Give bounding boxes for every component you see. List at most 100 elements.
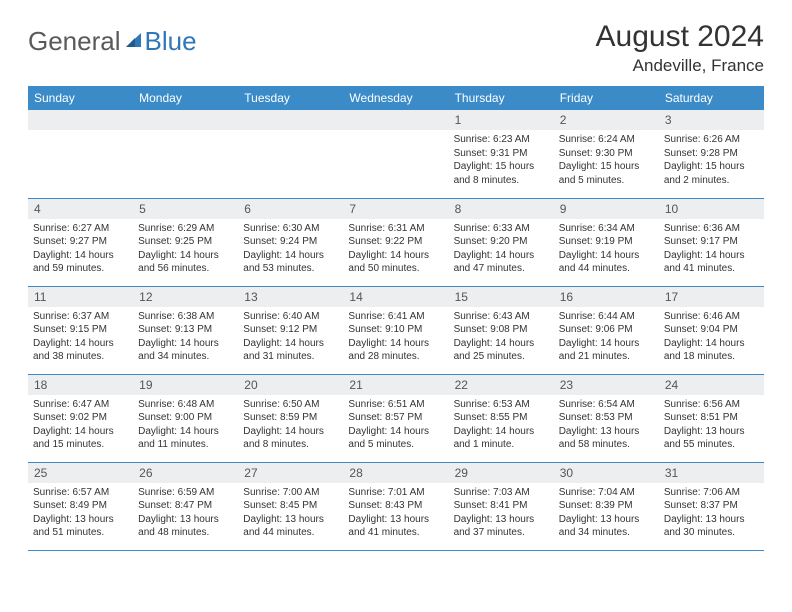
- day-number: 16: [554, 287, 659, 307]
- day-details: Sunrise: 6:38 AMSunset: 9:13 PMDaylight:…: [133, 307, 238, 369]
- day-number: 7: [343, 199, 448, 219]
- dow-header: Friday: [554, 86, 659, 110]
- sunset-text: Sunset: 8:55 PM: [454, 411, 549, 425]
- day-cell: 2Sunrise: 6:24 AMSunset: 9:30 PMDaylight…: [554, 110, 659, 198]
- day-cell: 31Sunrise: 7:06 AMSunset: 8:37 PMDayligh…: [659, 462, 764, 550]
- day-cell: 19Sunrise: 6:48 AMSunset: 9:00 PMDayligh…: [133, 374, 238, 462]
- daylight-text: Daylight: 13 hours and 37 minutes.: [454, 513, 549, 540]
- day-number: 9: [554, 199, 659, 219]
- day-number: 25: [28, 463, 133, 483]
- day-number: 13: [238, 287, 343, 307]
- sunrise-text: Sunrise: 7:06 AM: [664, 486, 759, 500]
- daylight-text: Daylight: 14 hours and 8 minutes.: [243, 425, 338, 452]
- sunset-text: Sunset: 9:15 PM: [33, 323, 128, 337]
- day-cell: 20Sunrise: 6:50 AMSunset: 8:59 PMDayligh…: [238, 374, 343, 462]
- day-details: Sunrise: 6:26 AMSunset: 9:28 PMDaylight:…: [659, 130, 764, 192]
- day-details: Sunrise: 6:48 AMSunset: 9:00 PMDaylight:…: [133, 395, 238, 457]
- day-cell: 28Sunrise: 7:01 AMSunset: 8:43 PMDayligh…: [343, 462, 448, 550]
- day-cell: [343, 110, 448, 198]
- day-details: Sunrise: 6:54 AMSunset: 8:53 PMDaylight:…: [554, 395, 659, 457]
- day-details: Sunrise: 6:40 AMSunset: 9:12 PMDaylight:…: [238, 307, 343, 369]
- sunrise-text: Sunrise: 7:00 AM: [243, 486, 338, 500]
- day-cell: 3Sunrise: 6:26 AMSunset: 9:28 PMDaylight…: [659, 110, 764, 198]
- day-cell: 7Sunrise: 6:31 AMSunset: 9:22 PMDaylight…: [343, 198, 448, 286]
- sunrise-text: Sunrise: 6:46 AM: [664, 310, 759, 324]
- sunset-text: Sunset: 9:02 PM: [33, 411, 128, 425]
- sunset-text: Sunset: 9:00 PM: [138, 411, 233, 425]
- day-cell: 26Sunrise: 6:59 AMSunset: 8:47 PMDayligh…: [133, 462, 238, 550]
- daylight-text: Daylight: 15 hours and 5 minutes.: [559, 160, 654, 187]
- daylight-text: Daylight: 14 hours and 56 minutes.: [138, 249, 233, 276]
- sunrise-text: Sunrise: 6:48 AM: [138, 398, 233, 412]
- sunset-text: Sunset: 9:04 PM: [664, 323, 759, 337]
- day-details: Sunrise: 7:06 AMSunset: 8:37 PMDaylight:…: [659, 483, 764, 545]
- day-number: [238, 110, 343, 130]
- daylight-text: Daylight: 14 hours and 18 minutes.: [664, 337, 759, 364]
- sunset-text: Sunset: 9:31 PM: [454, 147, 549, 161]
- day-cell: 11Sunrise: 6:37 AMSunset: 9:15 PMDayligh…: [28, 286, 133, 374]
- sunset-text: Sunset: 8:49 PM: [33, 499, 128, 513]
- day-details: Sunrise: 6:51 AMSunset: 8:57 PMDaylight:…: [343, 395, 448, 457]
- sunset-text: Sunset: 9:22 PM: [348, 235, 443, 249]
- daylight-text: Daylight: 14 hours and 31 minutes.: [243, 337, 338, 364]
- day-details: Sunrise: 7:03 AMSunset: 8:41 PMDaylight:…: [449, 483, 554, 545]
- brand-part1: General: [28, 26, 121, 57]
- calendar-table: SundayMondayTuesdayWednesdayThursdayFrid…: [28, 86, 764, 551]
- day-number: 4: [28, 199, 133, 219]
- brand-part2: Blue: [145, 26, 197, 57]
- day-cell: 30Sunrise: 7:04 AMSunset: 8:39 PMDayligh…: [554, 462, 659, 550]
- day-cell: 10Sunrise: 6:36 AMSunset: 9:17 PMDayligh…: [659, 198, 764, 286]
- sunset-text: Sunset: 9:30 PM: [559, 147, 654, 161]
- daylight-text: Daylight: 14 hours and 28 minutes.: [348, 337, 443, 364]
- daylight-text: Daylight: 13 hours and 48 minutes.: [138, 513, 233, 540]
- day-cell: 18Sunrise: 6:47 AMSunset: 9:02 PMDayligh…: [28, 374, 133, 462]
- day-cell: 25Sunrise: 6:57 AMSunset: 8:49 PMDayligh…: [28, 462, 133, 550]
- day-number: 3: [659, 110, 764, 130]
- day-cell: 9Sunrise: 6:34 AMSunset: 9:19 PMDaylight…: [554, 198, 659, 286]
- day-number: 29: [449, 463, 554, 483]
- daylight-text: Daylight: 13 hours and 58 minutes.: [559, 425, 654, 452]
- sunrise-text: Sunrise: 7:04 AM: [559, 486, 654, 500]
- sunset-text: Sunset: 9:08 PM: [454, 323, 549, 337]
- day-number: [133, 110, 238, 130]
- sunrise-text: Sunrise: 6:23 AM: [454, 133, 549, 147]
- sunrise-text: Sunrise: 6:56 AM: [664, 398, 759, 412]
- day-cell: 6Sunrise: 6:30 AMSunset: 9:24 PMDaylight…: [238, 198, 343, 286]
- day-details: Sunrise: 6:57 AMSunset: 8:49 PMDaylight:…: [28, 483, 133, 545]
- day-details: [28, 130, 133, 152]
- sunrise-text: Sunrise: 6:51 AM: [348, 398, 443, 412]
- sunrise-text: Sunrise: 6:29 AM: [138, 222, 233, 236]
- sunrise-text: Sunrise: 6:41 AM: [348, 310, 443, 324]
- day-cell: 4Sunrise: 6:27 AMSunset: 9:27 PMDaylight…: [28, 198, 133, 286]
- logo-sail-icon: [124, 26, 144, 57]
- sunrise-text: Sunrise: 7:01 AM: [348, 486, 443, 500]
- calendar-week: 11Sunrise: 6:37 AMSunset: 9:15 PMDayligh…: [28, 286, 764, 374]
- sunrise-text: Sunrise: 6:30 AM: [243, 222, 338, 236]
- day-number: 5: [133, 199, 238, 219]
- daylight-text: Daylight: 15 hours and 2 minutes.: [664, 160, 759, 187]
- dow-header: Saturday: [659, 86, 764, 110]
- sunrise-text: Sunrise: 6:38 AM: [138, 310, 233, 324]
- sunrise-text: Sunrise: 6:33 AM: [454, 222, 549, 236]
- sunset-text: Sunset: 8:51 PM: [664, 411, 759, 425]
- sunset-text: Sunset: 9:17 PM: [664, 235, 759, 249]
- day-details: Sunrise: 6:24 AMSunset: 9:30 PMDaylight:…: [554, 130, 659, 192]
- day-cell: [238, 110, 343, 198]
- daylight-text: Daylight: 14 hours and 21 minutes.: [559, 337, 654, 364]
- day-number: [343, 110, 448, 130]
- day-number: 26: [133, 463, 238, 483]
- day-cell: 22Sunrise: 6:53 AMSunset: 8:55 PMDayligh…: [449, 374, 554, 462]
- dow-header: Monday: [133, 86, 238, 110]
- sunrise-text: Sunrise: 6:37 AM: [33, 310, 128, 324]
- day-number: 31: [659, 463, 764, 483]
- day-details: Sunrise: 6:59 AMSunset: 8:47 PMDaylight:…: [133, 483, 238, 545]
- sunrise-text: Sunrise: 7:03 AM: [454, 486, 549, 500]
- day-details: Sunrise: 6:30 AMSunset: 9:24 PMDaylight:…: [238, 219, 343, 281]
- daylight-text: Daylight: 14 hours and 25 minutes.: [454, 337, 549, 364]
- day-cell: [28, 110, 133, 198]
- daylight-text: Daylight: 13 hours and 51 minutes.: [33, 513, 128, 540]
- day-details: [133, 130, 238, 152]
- sunrise-text: Sunrise: 6:34 AM: [559, 222, 654, 236]
- day-cell: 24Sunrise: 6:56 AMSunset: 8:51 PMDayligh…: [659, 374, 764, 462]
- sunset-text: Sunset: 9:10 PM: [348, 323, 443, 337]
